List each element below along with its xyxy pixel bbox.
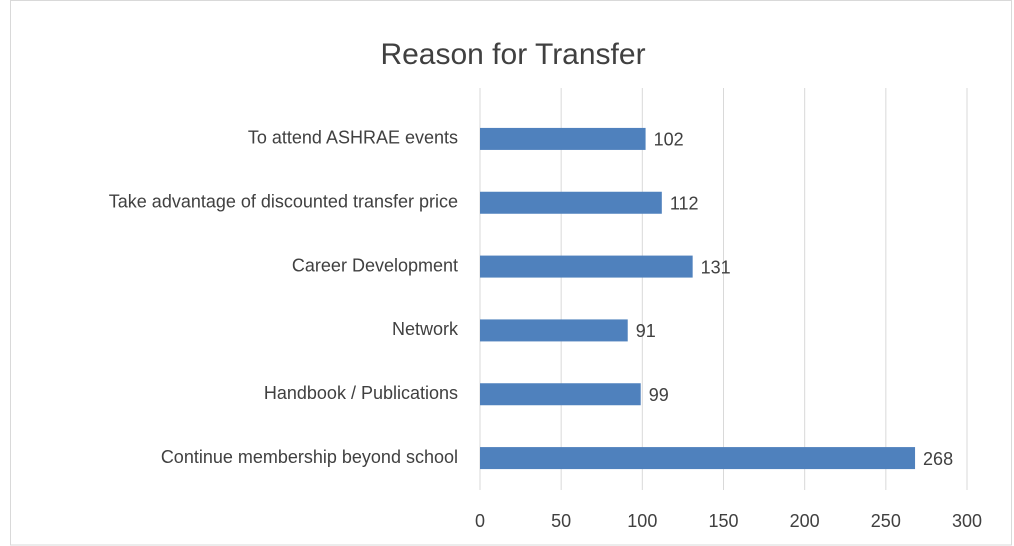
data-label: 112 bbox=[670, 194, 699, 214]
bar bbox=[480, 255, 693, 278]
bar bbox=[480, 383, 641, 406]
x-tick-label: 250 bbox=[871, 511, 901, 531]
bar bbox=[480, 319, 628, 342]
x-tick-label: 200 bbox=[790, 511, 820, 531]
bar bbox=[480, 127, 646, 150]
x-tick-label: 0 bbox=[475, 511, 485, 531]
y-tick-label: Take advantage of discounted transfer pr… bbox=[109, 192, 458, 212]
chart-title: Reason for Transfer bbox=[380, 38, 645, 71]
y-tick-label: To attend ASHRAE events bbox=[248, 128, 458, 148]
data-label: 99 bbox=[649, 385, 669, 405]
y-tick-label: Handbook / Publications bbox=[264, 383, 458, 403]
y-tick-label: Career Development bbox=[292, 255, 458, 275]
bar bbox=[480, 191, 662, 214]
bar bbox=[480, 447, 916, 470]
x-tick-label: 300 bbox=[952, 511, 982, 531]
data-label: 102 bbox=[654, 130, 684, 150]
y-tick-label: Network bbox=[392, 319, 459, 339]
x-tick-label: 150 bbox=[708, 511, 738, 531]
y-tick-label: Continue membership beyond school bbox=[161, 447, 458, 467]
x-tick-label: 50 bbox=[551, 511, 571, 531]
data-label: 91 bbox=[636, 321, 656, 341]
data-label: 131 bbox=[701, 257, 731, 277]
x-tick-label: 100 bbox=[627, 511, 657, 531]
data-label: 268 bbox=[923, 449, 953, 469]
